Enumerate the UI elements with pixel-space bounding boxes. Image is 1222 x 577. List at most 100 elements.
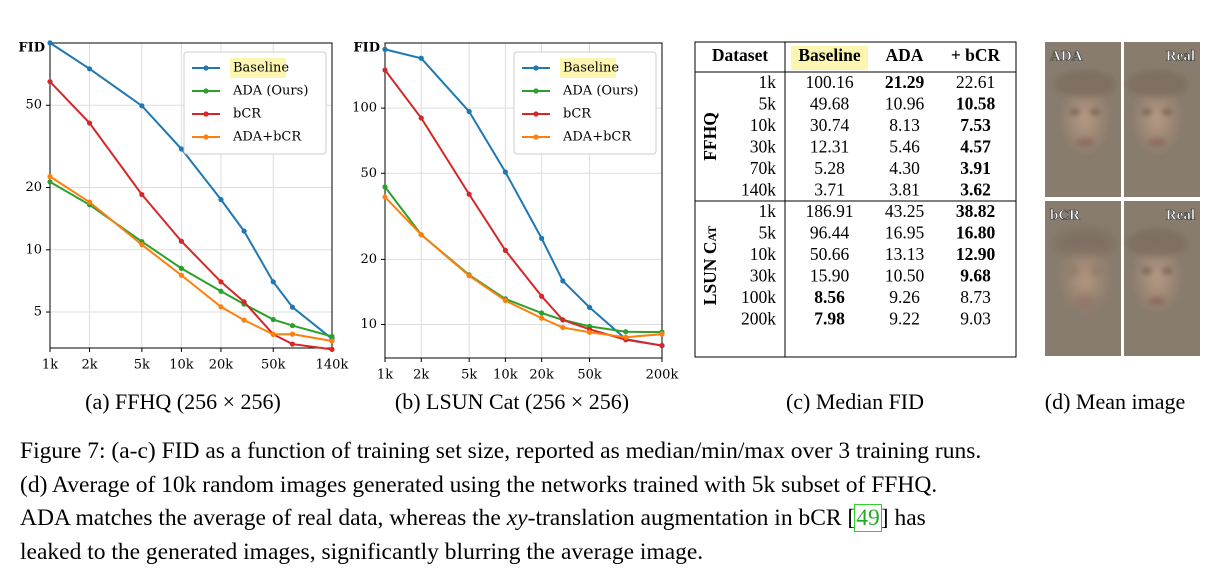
data-point [560,278,566,284]
face-shape [1129,239,1185,319]
eye [1142,109,1152,115]
eye [1090,109,1100,115]
y-tick-label: 10 [360,317,377,332]
data-point [502,169,508,175]
citation[interactable]: 49 [854,504,882,532]
table-cell: 30.74 [810,115,850,135]
figure: 1k 2k 5k 10k 20k 50k 140k5102050FIDBaselineADA… [18,40,1200,414]
row-label: 10k [750,115,777,135]
face [1055,70,1115,160]
image-label: ADA [1050,48,1083,64]
caption-line: (d) Average of 10k random images generat… [20,469,981,503]
data-point [382,194,388,200]
table-header: Dataset [712,45,769,65]
eye [1070,268,1080,274]
data-point [139,191,145,198]
data-point [586,304,593,310]
y-axis-label: FID [353,41,380,56]
x-tick-label: 10k [169,358,194,373]
row-label: 5k [759,93,777,113]
data-point [139,103,145,109]
table-cell: 8.13 [889,115,920,135]
face [1055,229,1115,319]
data-point [329,346,335,352]
x-tick-label: 5k [461,368,477,383]
table-cell: 9.22 [889,308,920,328]
x-tick-label: 20k [529,368,554,383]
group-label: LSUN Cat [700,226,720,305]
row-label: 5k [759,222,777,242]
mouth [1076,139,1094,145]
caption-line: ADA matches the average of real data, wh… [20,502,981,536]
legend-frame [513,51,657,155]
y-tick-label: 20 [360,252,377,267]
series-line [384,196,663,339]
eye [1090,268,1100,274]
table-cell: 4.30 [889,158,920,178]
subcaption: (b) LSUN Cat (256 × 256) [395,389,629,414]
legend-label: ADA+bCR [562,130,632,145]
y-tick-label: 10 [25,242,42,257]
data-point [289,341,296,347]
subcaption: (d) Mean image [1045,389,1186,414]
data-point [539,235,545,241]
x-tick-label: 1k [377,368,393,383]
data-point [502,247,508,254]
x-tick-label: 2k [81,358,97,373]
x-tick-label: 2k [413,368,429,383]
legend-label: bCR [233,107,262,122]
data-point [289,331,296,337]
data-point [241,228,247,234]
y-tick-label: 100 [352,101,377,116]
table-cell: 38.82 [956,201,995,221]
x-tick-label: 50k [261,358,286,373]
y-tick-label: 50 [360,166,377,181]
legend-marker [533,111,539,117]
row-label: 10k [750,244,777,264]
legend-label: ADA (Ours) [232,84,308,99]
mouth [1148,139,1166,145]
table-cell: 43.25 [885,201,925,221]
data-point [289,322,296,329]
data-point [659,342,665,349]
table-cell: 8.56 [814,287,845,307]
x-tick-label: 140k [316,358,349,373]
legend-frame [183,51,327,155]
legend-label: bCR [563,107,592,122]
table-cell: 3.81 [889,179,920,199]
caption-text: (d) Average of 10k random images generat… [20,471,938,498]
data-point [270,279,276,285]
y-tick-label: 5 [34,305,42,320]
data-point [289,304,296,310]
mouth [1148,298,1166,304]
table-cell: 5.46 [889,136,920,156]
data-point [47,179,53,185]
legend-label: ADA+bCR [232,130,302,145]
subcaption: (a) FFHQ (256 × 256) [85,389,281,414]
data-point [178,265,184,271]
data-point [86,199,93,205]
caption-text: ] has [880,505,926,531]
legend-label: Baseline [563,61,619,76]
table-cell: 9.03 [960,308,991,328]
table-cell: 12.90 [956,244,996,264]
row-label: 100k [741,287,776,307]
table-cell: 7.53 [960,115,991,135]
caption-text: Figure 7: (a-c) FID as a function of tra… [20,438,982,464]
y-tick-label: 20 [25,180,42,195]
legend-label: ADA (Ours) [562,84,638,99]
x-tick-label: 50k [577,368,602,383]
caption-text: ADA matches the average of real data, wh… [20,505,507,531]
table-cell: 5.28 [814,158,845,178]
face-shape [1057,239,1113,319]
table-cell: 9.68 [960,265,991,285]
data-point [659,331,665,337]
legend-highlight [230,58,286,78]
row-label: 30k [750,136,777,156]
data-point [218,288,224,294]
data-point [241,299,247,305]
table-header: Baseline [798,45,860,65]
data-point [270,316,276,323]
y-axis-label: FID [18,41,45,56]
